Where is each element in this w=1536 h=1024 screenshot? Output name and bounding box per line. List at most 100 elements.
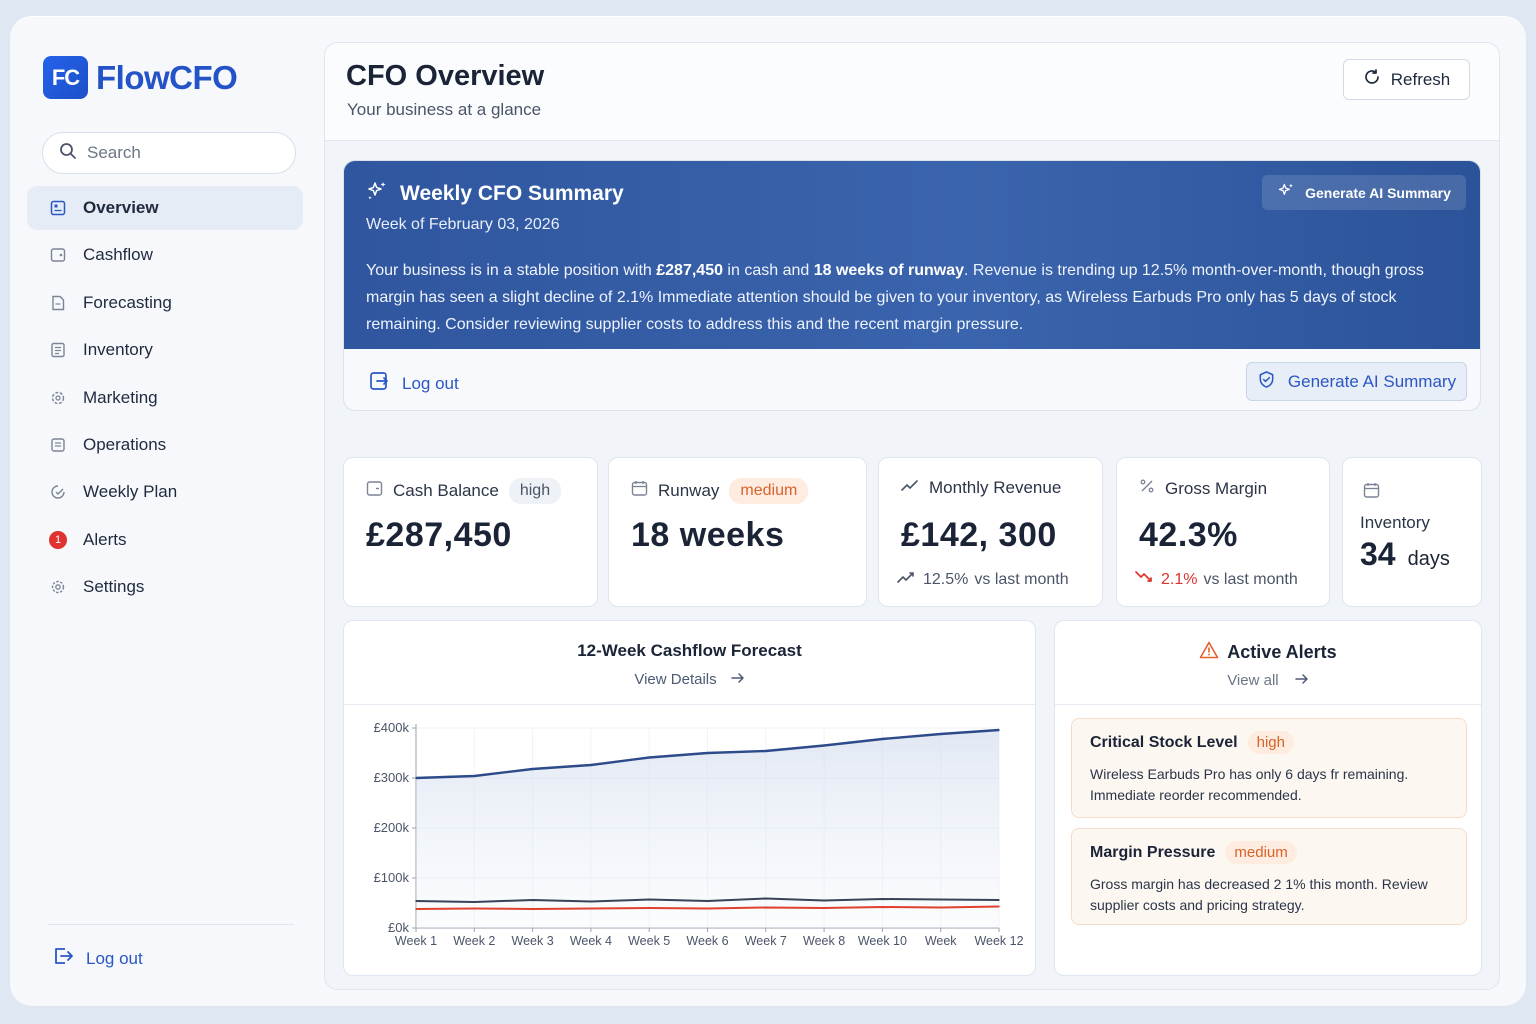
search-input[interactable] (87, 143, 277, 163)
alert-item-margin-pressure[interactable]: Margin Pressure medium Gross margin has … (1071, 828, 1467, 925)
brand-logo[interactable]: FC FlowCFO (43, 56, 238, 99)
chart-data-point (415, 900, 417, 902)
chart-data-point (531, 899, 534, 901)
refresh-button[interactable]: Refresh (1343, 59, 1470, 100)
sidebar-item-cashflow[interactable]: Cashflow (27, 233, 303, 277)
chart-y-tick-label: £400k (374, 720, 410, 735)
chart-data-point (706, 752, 709, 754)
sparkle-icon (1277, 182, 1295, 203)
sidebar-item-marketing[interactable]: Marketing (27, 376, 303, 420)
metric-card-monthly-revenue[interactable]: Monthly Revenue £142, 300 12.5% vs last … (878, 457, 1103, 607)
forecasting-icon (49, 294, 67, 312)
metric-label-text: Gross Margin (1165, 478, 1268, 498)
chart-x-tick-label: Week 8 (803, 934, 845, 948)
cashflow-chart: £0k £100k £200k £300k £400k Week 1 Week 2 Week … (374, 720, 1024, 948)
generate-ai-summary-button[interactable]: Generate AI Summary (1262, 175, 1466, 210)
alert-severity-badge: medium (1225, 841, 1297, 864)
trend-value: 2.1% (1161, 570, 1198, 588)
marketing-icon (49, 389, 67, 407)
metric-card-runway[interactable]: Runway medium 18 weeks (608, 457, 867, 607)
percent-icon (1139, 478, 1155, 499)
alerts-header: Active Alerts View all (1055, 621, 1481, 705)
sidebar-item-settings[interactable]: Settings (27, 565, 303, 609)
main-content: CFO Overview Your business at a glance R… (324, 42, 1500, 990)
sidebar-item-forecasting[interactable]: Forecasting (27, 281, 303, 325)
chart-x-tick-label: Week 12 (974, 934, 1023, 948)
metric-label-text: Inventory (1360, 513, 1430, 532)
cashflow-icon (49, 246, 67, 264)
view-details-link[interactable]: View Details (634, 671, 744, 688)
metric-value: 18 weeks (631, 516, 785, 554)
alerts-badge: 1 (49, 530, 67, 549)
status-badge: high (508, 478, 562, 504)
page-subtitle: Your business at a glance (347, 100, 542, 119)
trend-text: vs last month (1203, 570, 1298, 588)
chart-y-tick-label: £0k (388, 920, 409, 935)
metric-label: Cash Balance high (366, 478, 562, 504)
metric-card-inventory[interactable]: Inventory 34 days (1342, 457, 1482, 607)
sidebar-item-weekly-plan[interactable]: Weekly Plan (27, 470, 303, 514)
chart-data-point (706, 900, 709, 902)
chart-data-point (881, 906, 884, 908)
metric-trend: 2.1% vs last month (1135, 570, 1298, 589)
brand-name: FlowCFO (96, 58, 238, 96)
chart-data-point (648, 756, 650, 759)
warning-icon (1199, 641, 1219, 664)
chart-data-point (590, 764, 592, 766)
alert-item-critical-stock[interactable]: Critical Stock Level high Wireless Earbu… (1071, 718, 1467, 818)
summary-title-text: Weekly CFO Summary (400, 182, 624, 205)
search-box[interactable] (42, 132, 296, 174)
alerts-title-text: Active Alerts (1227, 642, 1337, 662)
alert-description: Gross margin has decreased 2 1% this mon… (1090, 876, 1428, 913)
trend-up-icon (901, 478, 919, 498)
chart-data-point (998, 905, 1000, 908)
sidebar-item-label: Marketing (83, 387, 158, 407)
summary-logout-button[interactable]: Log out (368, 370, 459, 397)
metric-card-cash-balance[interactable]: Cash Balance high £287,450 (343, 457, 598, 607)
chart-x-tick-label: Week 5 (628, 934, 670, 948)
summary-text-part: Your business is in a stable position wi… (366, 262, 657, 279)
chart-y-tick-label: £200k (374, 820, 410, 835)
wallet-icon (366, 480, 383, 502)
metric-value: 34 (1360, 536, 1396, 572)
chart-data-point (473, 907, 476, 910)
cashflow-forecast-card: 12-Week Cashflow Forecast View Details £… (343, 620, 1036, 976)
chart-data-point (823, 744, 825, 747)
chart-data-point (415, 908, 417, 910)
sidebar-item-label: Cashflow (83, 245, 153, 265)
page-title: CFO Overview (346, 60, 545, 92)
alert-severity-badge: high (1247, 731, 1294, 754)
sidebar-item-inventory[interactable]: Inventory (27, 328, 303, 372)
alerts-count-badge: 1 (49, 530, 67, 549)
logout-label: Log out (402, 373, 459, 393)
chart-header: 12-Week Cashflow Forecast View Details (344, 621, 1035, 705)
chart-y-tick-label: £100k (374, 870, 410, 885)
active-alerts-card: Active Alerts View all Critical Stock Le… (1054, 620, 1482, 976)
sidebar-logout-button[interactable]: Log out (52, 946, 143, 971)
sidebar-item-overview[interactable]: Overview (27, 186, 303, 230)
chart-data-point (881, 898, 884, 900)
chart-data-point (473, 901, 476, 903)
weekly-summary-card: Weekly CFO Summary Week of February 03, … (343, 160, 1481, 411)
generate-ai-summary-button-secondary[interactable]: Generate AI Summary (1246, 362, 1467, 401)
summary-cash-highlight: £287,450 (656, 262, 723, 279)
sidebar-nav: Overview Cashflow Forecasting Inventory (27, 186, 303, 613)
metric-label-text: Runway (658, 481, 720, 500)
alert-title: Critical Stock Level high (1090, 731, 1448, 754)
sidebar-item-alerts[interactable]: 1 Alerts (27, 518, 303, 562)
metric-card-gross-margin[interactable]: Gross Margin 42.3% 2.1% vs last month (1116, 457, 1330, 607)
sidebar-item-label: Weekly Plan (83, 482, 178, 502)
sparkle-icon (366, 180, 388, 208)
metric-value: £287,450 (366, 516, 512, 554)
summary-title: Weekly CFO Summary (366, 180, 624, 208)
alert-title: Margin Pressure medium (1090, 841, 1448, 864)
sidebar-item-operations[interactable]: Operations (27, 423, 303, 467)
view-all-alerts-link[interactable]: View all (1055, 672, 1481, 689)
view-details-label: View Details (634, 671, 717, 688)
metric-label: Monthly Revenue (901, 478, 1061, 498)
page-header: CFO Overview Your business at a glance R… (325, 43, 1499, 141)
logout-label: Log out (86, 948, 143, 968)
metric-label: Runway medium (631, 478, 809, 504)
metric-trend: 12.5% vs last month (897, 570, 1069, 589)
calendar-icon (631, 480, 648, 502)
